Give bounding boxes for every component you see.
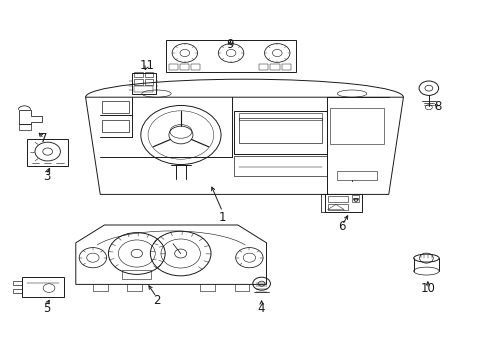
Text: 10: 10 (420, 282, 434, 295)
Bar (102, 101, 128, 113)
Text: 7: 7 (40, 132, 48, 145)
Text: 11: 11 (139, 59, 154, 72)
Bar (351, 199, 359, 202)
Bar (270, 64, 279, 70)
Bar (134, 79, 142, 85)
Bar (134, 72, 142, 77)
Bar (27, 139, 68, 166)
Bar (233, 111, 326, 154)
Text: 4: 4 (257, 302, 265, 315)
Bar (132, 73, 155, 94)
Text: 8: 8 (433, 100, 441, 113)
Bar (327, 204, 347, 210)
Bar (238, 118, 321, 143)
Bar (327, 196, 347, 202)
Bar (180, 64, 189, 70)
Bar (13, 289, 22, 293)
Bar (191, 64, 200, 70)
Bar (166, 40, 295, 72)
Bar (337, 171, 376, 180)
Bar (144, 72, 153, 77)
Text: 3: 3 (42, 170, 50, 183)
Text: 2: 2 (152, 294, 160, 307)
Bar (102, 120, 128, 132)
Bar (281, 64, 290, 70)
Text: 6: 6 (338, 220, 346, 233)
Bar (13, 281, 22, 285)
Bar (168, 64, 178, 70)
Bar (233, 156, 326, 176)
Text: 9: 9 (225, 39, 233, 51)
Text: 1: 1 (218, 211, 226, 224)
Bar (22, 277, 63, 297)
Text: 5: 5 (42, 302, 50, 315)
Bar (122, 270, 151, 279)
Bar (19, 124, 31, 130)
Bar (259, 64, 268, 70)
Bar (325, 194, 361, 212)
Bar (238, 113, 321, 120)
Bar (144, 79, 153, 85)
Bar (134, 86, 153, 92)
Bar (329, 108, 383, 144)
Bar (351, 195, 359, 198)
